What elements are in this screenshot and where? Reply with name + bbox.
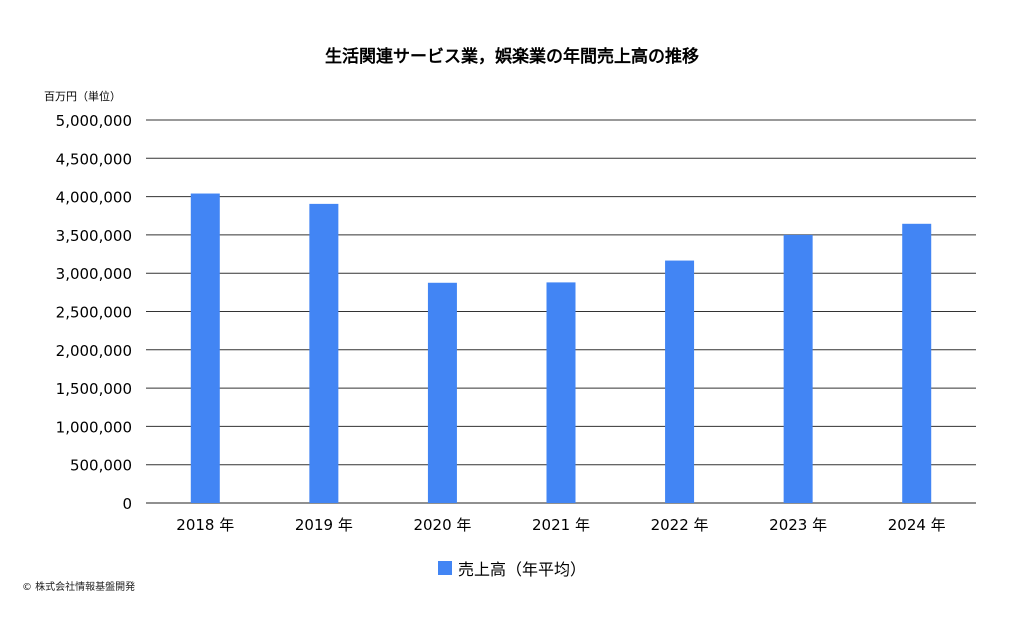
y-tick-label: 4,000,000 <box>56 189 132 207</box>
bar <box>190 193 220 503</box>
legend-label: 売上高（年平均） <box>457 560 586 579</box>
x-tick-label: 2020 年 <box>413 516 471 534</box>
chart-title: 生活関連サービス業，娯楽業の年間売上高の推移 <box>325 46 699 67</box>
legend: 売上高（年平均） <box>0 556 1024 580</box>
x-axis-tick-labels: 2018 年 2019 年 2020 年 2021 年 2022 年 2023 年 2024… <box>176 516 945 534</box>
y-tick-label: 1,500,000 <box>56 380 132 398</box>
x-tick-label: 2022 年 <box>651 516 709 534</box>
x-tick-label: 2024 年 <box>888 516 946 534</box>
y-tick-label: 0 <box>122 495 132 513</box>
bar <box>309 203 339 503</box>
x-tick-label: 2019 年 <box>295 516 353 534</box>
x-tick-label: 2021 年 <box>532 516 590 534</box>
bar <box>783 234 813 503</box>
legend-swatch <box>437 561 452 575</box>
copyright-text: © 株式会社情報基盤開発 <box>22 582 136 593</box>
y-axis-tick-labels: 0 500,000 1,000,000 1,500,000 2,000,000 2,500… <box>56 112 132 513</box>
x-tick-label: 2023 年 <box>769 516 827 534</box>
y-tick-label: 1,000,000 <box>56 418 132 436</box>
x-tick-label: 2018 年 <box>176 516 234 534</box>
y-tick-label: 2,500,000 <box>56 304 132 322</box>
bar <box>665 260 695 503</box>
bar <box>902 223 932 503</box>
bars <box>190 193 932 503</box>
y-tick-label: 4,500,000 <box>56 150 132 168</box>
bar <box>427 282 457 503</box>
y-tick-label: 3,500,000 <box>56 227 132 245</box>
y-tick-label: 5,000,000 <box>56 112 132 130</box>
y-tick-label: 3,000,000 <box>56 265 132 283</box>
y-axis-unit-label: 百万円（単位） <box>44 89 121 103</box>
y-tick-label: 500,000 <box>70 457 132 475</box>
bar <box>546 282 576 503</box>
y-tick-label: 2,000,000 <box>56 342 132 360</box>
